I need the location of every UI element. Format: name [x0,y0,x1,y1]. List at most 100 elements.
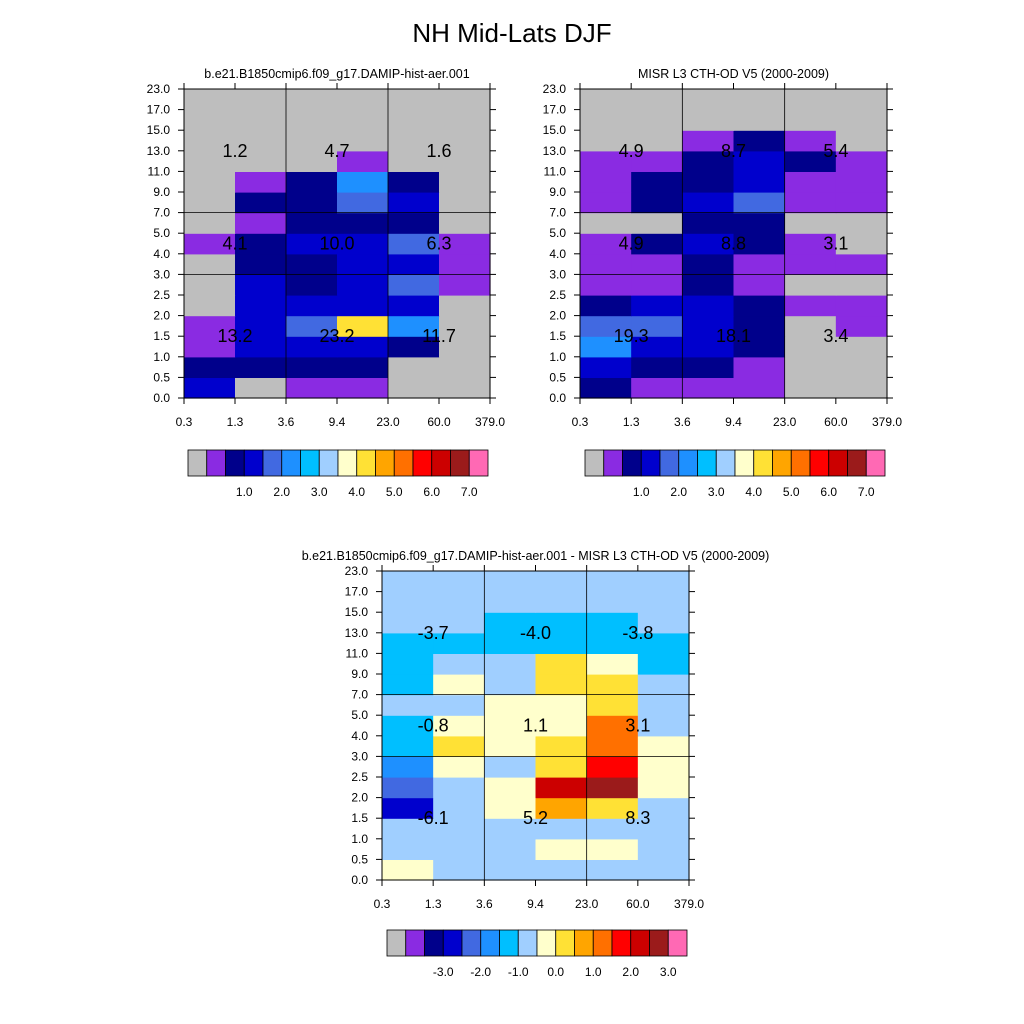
colorbar-box [480,929,500,957]
heatmap-cell [733,150,786,172]
heatmap-cell [235,253,287,275]
heatmap-cell [637,612,690,634]
heatmap-cell [433,756,485,778]
heatmap-cell [235,377,287,399]
heatmap-cell [682,171,735,193]
heatmap-cell [586,674,639,696]
heatmap-cell [580,212,632,234]
colorbar-box [536,929,557,957]
heatmap-cell [682,274,735,296]
x-tick-label: 379.0 [872,415,902,429]
heatmap-cell [337,377,389,399]
y-tick-label: 1.0 [351,832,368,846]
y-tick-label: 0.0 [351,873,368,887]
heatmap-cell [439,377,491,399]
y-tick-label: 13.0 [147,144,171,158]
y-tick-label: 9.0 [153,185,170,199]
heatmap-cell [337,212,389,234]
x-tick-label: 3.6 [278,415,295,429]
heatmap-cell [235,192,287,214]
heatmap-cell [382,571,434,593]
colorbar-label: 1.0 [585,965,602,979]
heatmap-cell [631,253,683,275]
heatmap-cell [337,274,389,296]
heatmap-cell [535,777,588,799]
heatmap-cell [586,694,639,716]
colorbar-label: 7.0 [858,485,875,499]
heatmap-cell [637,653,690,675]
heatmap-cell [184,233,236,255]
heatmap-cell [286,295,338,317]
heatmap-cell [388,150,440,172]
heatmap-cell [682,233,735,255]
heatmap-cell [580,253,632,275]
colorbar-label: 5.0 [386,485,403,499]
heatmap-cell [733,315,786,337]
heatmap-cell [337,130,389,152]
heatmap-cell [835,130,888,152]
heatmap-cell [184,253,236,275]
y-tick-label: 5.0 [549,226,566,240]
heatmap-cell [580,233,632,255]
x-tick-label: 60.0 [626,897,650,911]
heatmap-cell [388,212,440,234]
y-tick-label: 3.0 [351,749,368,763]
heatmap-cell [580,295,632,317]
heatmap-cell [337,192,389,214]
heatmap-cell [631,336,683,358]
block-value-label: 3.4 [823,326,848,346]
x-tick-label: 0.3 [374,897,391,911]
y-tick-label: 11.0 [544,164,567,178]
heatmap-cell [388,253,440,275]
y-tick-label: 5.0 [351,708,368,722]
heatmap-cell [535,632,588,654]
y-tick-label: 0.5 [351,852,368,866]
heatmap-cell [433,653,485,675]
colorbar-label: -2.0 [470,965,491,979]
x-tick-label: 9.4 [527,897,544,911]
colorbar-box [517,929,538,957]
heatmap-cell [382,756,434,778]
heatmap-cell [784,233,837,255]
heatmap-cell [631,377,683,399]
heatmap-cell [235,109,287,131]
heatmap-cell [286,356,338,378]
heatmap-cell [433,715,485,737]
heatmap-cell [433,571,485,593]
heatmap-cell [535,818,588,840]
heatmap-cell [382,715,434,737]
heatmap-cell [286,274,338,296]
heatmap-cell [631,233,683,255]
heatmap-cell [439,89,491,111]
heatmap-cell [484,797,537,819]
colorbar-box [667,929,688,957]
y-tick-label: 4.0 [351,729,368,743]
block-value-label: 1.6 [426,141,451,161]
heatmap-cell [682,212,735,234]
x-tick-label: 379.0 [674,897,704,911]
colorbar-label: 3.0 [660,965,677,979]
x-tick-label: 0.3 [176,415,193,429]
heatmap-cell [580,109,632,131]
y-tick-label: 1.0 [549,350,566,364]
heatmap-cell [637,859,690,881]
heatmap-cell [631,192,683,214]
colorbar-box [386,929,407,957]
heatmap-cell [637,674,690,696]
heatmap-cell [484,612,537,634]
heatmap-cell [535,694,588,716]
heatmap-cell [835,295,888,317]
colorbar-label: 4.0 [745,485,762,499]
heatmap-cell [484,653,537,675]
x-tick-label: 60.0 [824,415,848,429]
block-value-label: -0.8 [418,716,449,736]
heatmap-cell [784,253,837,275]
heatmap-cell [184,130,236,152]
y-tick-label: 23.0 [345,564,369,578]
heatmap-cell [535,838,588,860]
y-tick-label: 0.5 [153,370,170,384]
heatmap-cell [784,315,837,337]
heatmap-cell [184,274,236,296]
heatmap-cell [784,109,837,131]
block-value-label: 19.3 [614,326,649,346]
